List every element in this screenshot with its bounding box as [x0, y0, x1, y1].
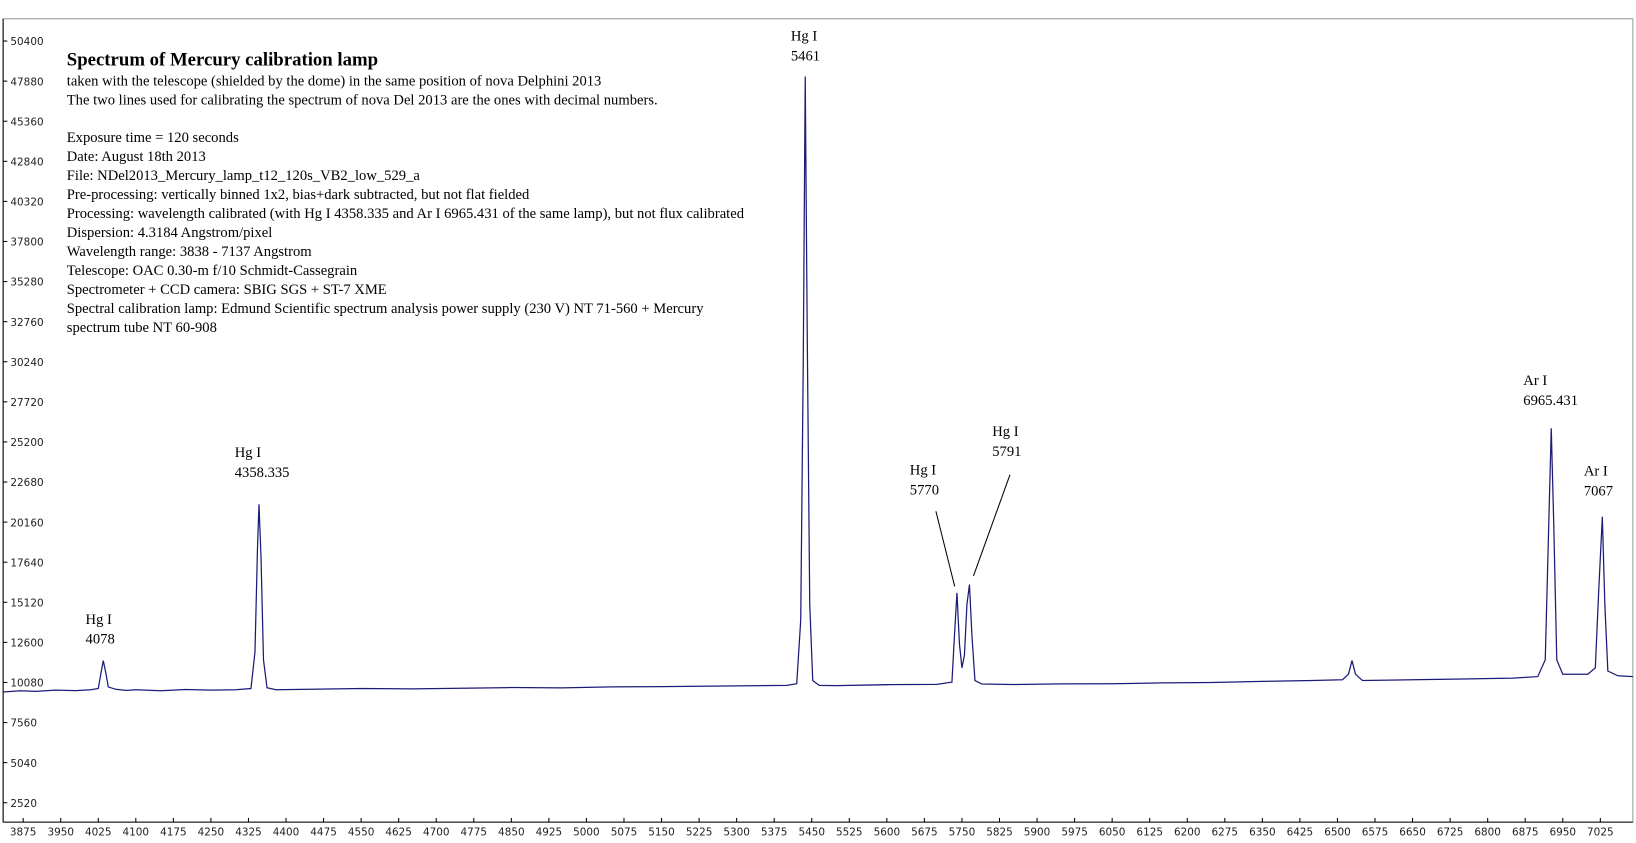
note-line: File: NDel2013_Mercury_lamp_t12_120s_VB2…: [67, 168, 421, 184]
peak-label: 6965.431: [1523, 393, 1578, 409]
peak-label: Hg I: [791, 29, 817, 45]
x-tick-label: 6125: [1136, 827, 1163, 839]
x-tick-label: 4925: [536, 827, 563, 839]
x-tick-label: 4400: [273, 827, 300, 839]
peak-label: Hg I: [86, 612, 112, 628]
note-line: Exposure time = 120 seconds: [67, 130, 239, 146]
chart-title: Spectrum of Mercury calibration lamp: [67, 50, 378, 71]
y-tick-label: 12600: [10, 638, 43, 650]
x-tick-label: 5525: [836, 827, 863, 839]
y-tick-label: 30240: [10, 357, 43, 369]
y-tick-label: 32760: [10, 317, 43, 329]
note-line: Dispersion: 4.3184 Angstrom/pixel: [67, 225, 273, 241]
x-tick-label: 4175: [160, 827, 187, 839]
x-tick-label: 6500: [1324, 827, 1351, 839]
x-tick-label: 5225: [686, 827, 713, 839]
y-tick-label: 47880: [10, 76, 43, 88]
x-tick-label: 4325: [235, 827, 262, 839]
note-line: Spectrometer + CCD camera: SBIG SGS + ST…: [67, 282, 387, 298]
x-tick-label: 6050: [1099, 827, 1126, 839]
x-tick-label: 6575: [1362, 827, 1389, 839]
x-tick-label: 5600: [874, 827, 901, 839]
x-tick-label: 5975: [1061, 827, 1088, 839]
note-line: The two lines used for calibrating the s…: [67, 93, 658, 109]
x-tick-label: 5000: [573, 827, 600, 839]
x-tick-label: 6950: [1550, 827, 1577, 839]
y-tick-label: 10080: [10, 678, 43, 690]
y-tick-label: 40320: [10, 197, 43, 209]
y-tick-label: 35280: [10, 277, 43, 289]
peak-label: 5770: [910, 483, 939, 499]
y-tick-label: 27720: [10, 397, 43, 409]
x-tick-label: 4700: [423, 827, 450, 839]
x-tick-label: 4625: [385, 827, 412, 839]
note-line: Spectral calibration lamp: Edmund Scient…: [67, 301, 704, 317]
peak-label: Ar I: [1584, 464, 1608, 480]
x-tick-label: 4475: [310, 827, 337, 839]
y-tick-label: 17640: [10, 557, 43, 569]
peak-label: 5791: [992, 444, 1021, 460]
x-tick-label: 5900: [1024, 827, 1051, 839]
note-line: Processing: wavelength calibrated (with …: [67, 206, 745, 222]
x-tick-label: 5750: [949, 827, 976, 839]
note-line: spectrum tube NT 60-908: [67, 320, 217, 336]
y-tick-label: 7560: [10, 718, 37, 730]
x-tick-label: 4550: [348, 827, 375, 839]
peak-label: Hg I: [235, 445, 261, 461]
peak-label: 7067: [1584, 484, 1613, 500]
peak-label: 4358.335: [235, 465, 290, 481]
x-tick-label: 4025: [85, 827, 112, 839]
peak-label: 5461: [791, 49, 820, 65]
y-tick-label: 20160: [10, 517, 43, 529]
x-tick-label: 6800: [1474, 827, 1501, 839]
note-line: taken with the telescope (shielded by th…: [67, 74, 602, 90]
peak-label: Hg I: [910, 463, 936, 479]
x-tick-label: 6725: [1437, 827, 1464, 839]
x-tick-label: 3875: [10, 827, 37, 839]
y-tick-label: 5040: [10, 758, 37, 770]
x-tick-label: 5075: [611, 827, 638, 839]
y-tick-label: 25200: [10, 437, 43, 449]
x-tick-label: 6275: [1212, 827, 1239, 839]
note-line: Wavelength range: 3838 - 7137 Angstrom: [67, 244, 312, 260]
plot-frame: [2, 18, 1634, 823]
y-tick-label: 37800: [10, 237, 43, 249]
note-line: Telescope: OAC 0.30-m f/10 Schmidt-Casse…: [67, 263, 358, 279]
x-tick-label: 5300: [723, 827, 750, 839]
x-tick-label: 5825: [986, 827, 1013, 839]
x-tick-label: 6875: [1512, 827, 1539, 839]
y-tick-label: 15120: [10, 597, 43, 609]
peak-label: 4078: [86, 632, 115, 648]
peak-label: Ar I: [1523, 373, 1547, 389]
leader-line: [935, 511, 956, 587]
x-tick-label: 4850: [498, 827, 525, 839]
x-tick-label: 6350: [1249, 827, 1276, 839]
x-tick-label: 3950: [47, 827, 74, 839]
y-tick-label: 22680: [10, 477, 43, 489]
x-tick-label: 5675: [911, 827, 938, 839]
x-tick-label: 5150: [648, 827, 675, 839]
note-line: Pre-processing: vertically binned 1x2, b…: [67, 187, 530, 203]
leader-line: [972, 474, 1011, 577]
x-tick-label: 6650: [1399, 827, 1426, 839]
spectrum-line: [3, 76, 1633, 693]
x-tick-label: 4775: [461, 827, 488, 839]
x-tick-label: 5375: [761, 827, 788, 839]
note-line: Date: August 18th 2013: [67, 149, 206, 165]
x-tick-label: 7025: [1587, 827, 1614, 839]
x-tick-label: 6200: [1174, 827, 1201, 839]
x-tick-label: 4250: [198, 827, 225, 839]
peak-label: Hg I: [992, 424, 1018, 440]
x-tick-label: 4100: [123, 827, 150, 839]
y-tick-label: 50400: [10, 36, 43, 48]
x-tick-label: 5450: [798, 827, 825, 839]
y-tick-label: 2520: [10, 798, 37, 810]
y-tick-label: 42840: [10, 156, 43, 168]
x-tick-label: 6425: [1287, 827, 1314, 839]
y-tick-label: 45360: [10, 116, 43, 128]
